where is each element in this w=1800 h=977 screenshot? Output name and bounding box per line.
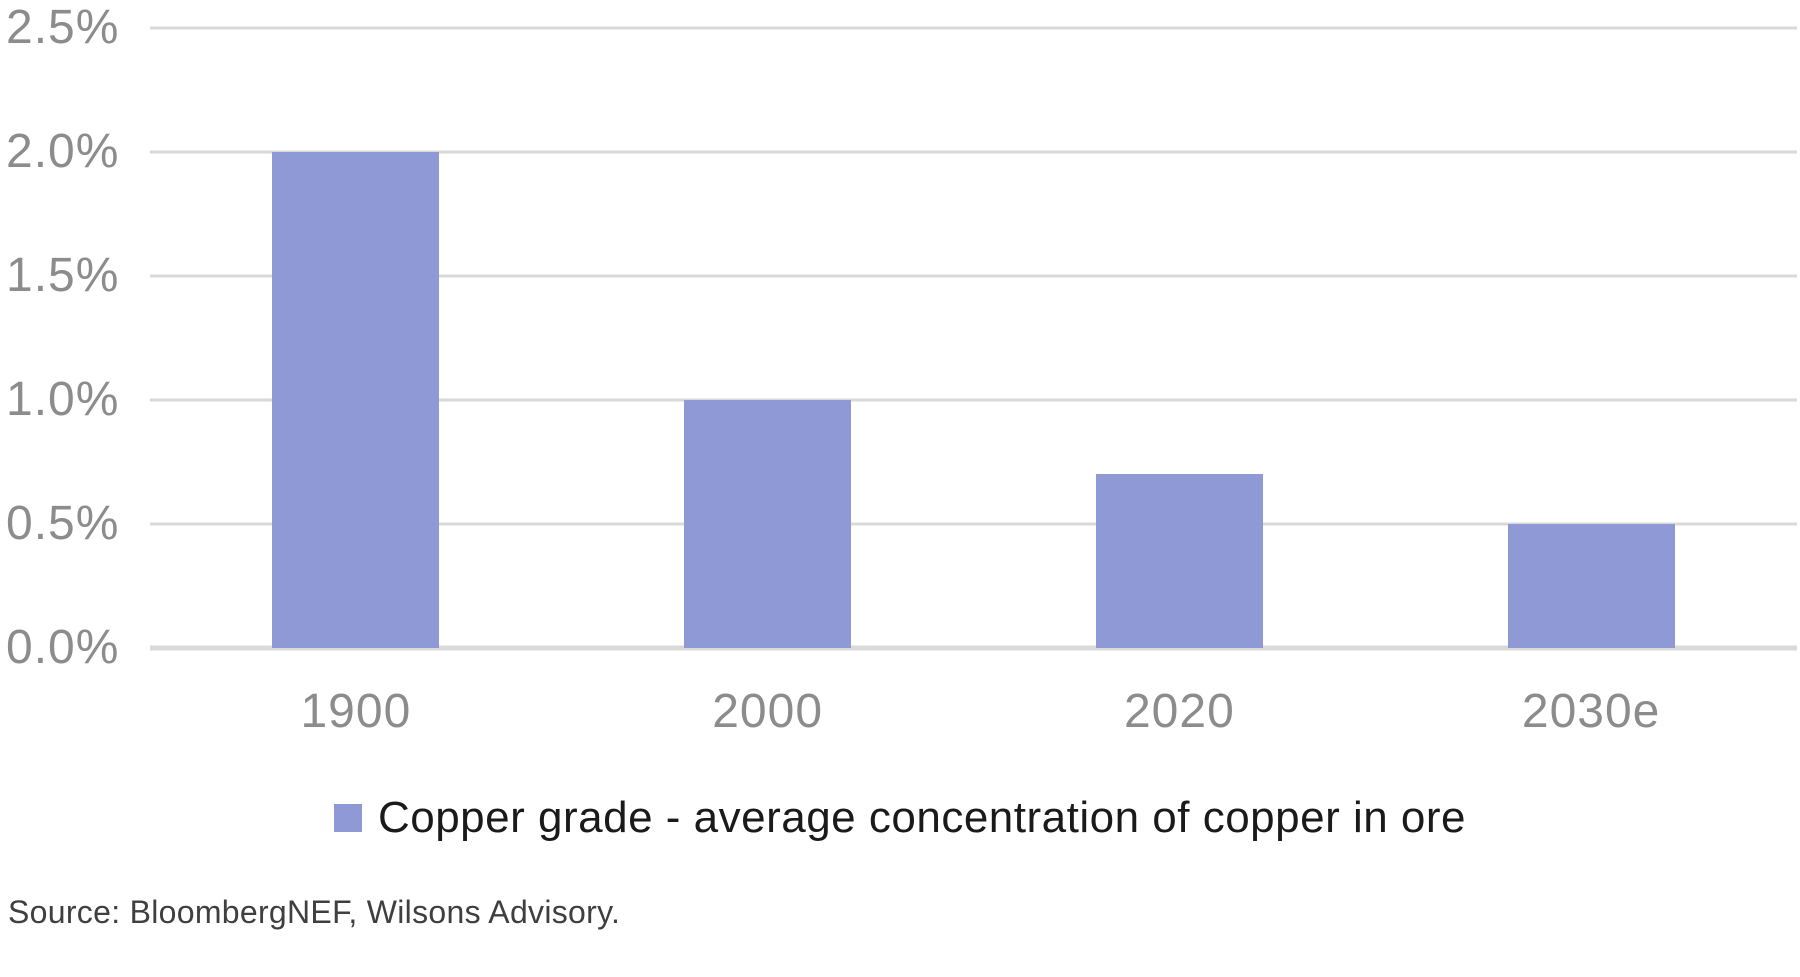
y-axis-tick-label: 0.0%: [6, 621, 120, 674]
y-axis-tick-label: 2.0%: [6, 125, 120, 178]
plot-area: [150, 26, 1797, 651]
y-axis-labels: 0.0% 0.5% 1.0% 1.5% 2.0% 2.5%: [6, 4, 146, 672]
bar: [684, 400, 852, 648]
y-axis-tick-label: 2.5%: [6, 1, 120, 54]
gridline: [150, 26, 1797, 30]
x-axis-tick-label: 2020: [1123, 685, 1235, 738]
x-axis-tick-label: 1900: [300, 685, 412, 738]
bar: [272, 152, 440, 648]
legend-marker-icon: [333, 804, 362, 833]
x-axis-tick-label: 2030e: [1521, 685, 1661, 738]
gridline: [150, 150, 1797, 154]
y-axis-tick-label: 1.0%: [6, 373, 120, 426]
source-note: Source: BloombergNEF, Wilsons Advisory.: [8, 894, 621, 930]
x-axis-tick-label: 2000: [712, 685, 824, 738]
gridline: [150, 274, 1797, 278]
legend-label: Copper grade - average concentration of …: [377, 793, 1467, 842]
y-axis-tick-label: 1.5%: [6, 249, 120, 302]
legend: Copper grade - average concentration of …: [0, 793, 1800, 842]
bar: [1507, 524, 1675, 648]
y-axis-tick-label: 0.5%: [6, 497, 120, 550]
gridline: [150, 522, 1797, 526]
x-axis-labels: 1900 2000 2020 2030e: [150, 688, 1797, 748]
bar: [1095, 474, 1263, 648]
gridline: [150, 645, 1797, 651]
gridline: [150, 398, 1797, 402]
